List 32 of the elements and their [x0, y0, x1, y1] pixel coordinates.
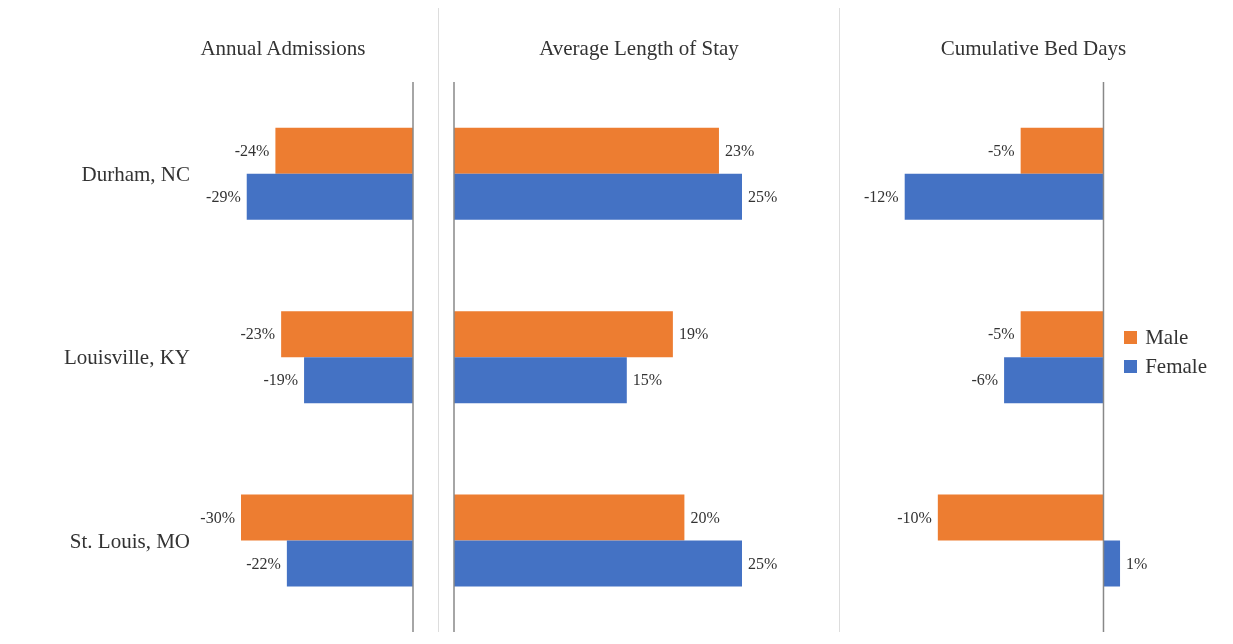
legend-label: Female: [1145, 354, 1207, 379]
data-label: 1%: [1126, 554, 1148, 572]
data-label: 23%: [724, 141, 755, 159]
bar: [454, 540, 742, 587]
chart-title: Average Length of Stay: [538, 36, 740, 62]
data-label: -23%: [240, 325, 276, 343]
y-tick-label: Durham, NC: [81, 162, 190, 187]
data-label: 15%: [632, 371, 663, 389]
data-label: 25%: [748, 187, 778, 205]
data-label: -5%: [988, 141, 1015, 159]
y-tick-label: St. Louis, MO: [69, 528, 190, 553]
chart-title: Cumulative Bed Days: [939, 36, 1128, 62]
data-label: -24%: [234, 141, 270, 159]
data-label: -10%: [897, 508, 932, 526]
data-label: -19%: [263, 371, 299, 389]
bar: [454, 311, 673, 358]
y-tick-label: Louisville, KY: [64, 345, 190, 370]
data-label: -22%: [246, 554, 281, 572]
data-label: -6%: [971, 371, 999, 389]
bar: [454, 173, 742, 220]
chart-title: Annual Admissions: [199, 36, 367, 62]
bar: [454, 494, 685, 541]
data-label: -12%: [864, 187, 899, 205]
legend-label: Male: [1145, 325, 1189, 350]
data-label: -5%: [988, 325, 1015, 343]
data-label: -30%: [200, 508, 235, 526]
data-label: 19%: [678, 325, 709, 343]
data-label: 25%: [748, 554, 778, 572]
bar: [454, 127, 719, 174]
bar: [454, 357, 627, 404]
data-label: -29%: [206, 187, 241, 205]
data-label: 20%: [690, 508, 720, 526]
